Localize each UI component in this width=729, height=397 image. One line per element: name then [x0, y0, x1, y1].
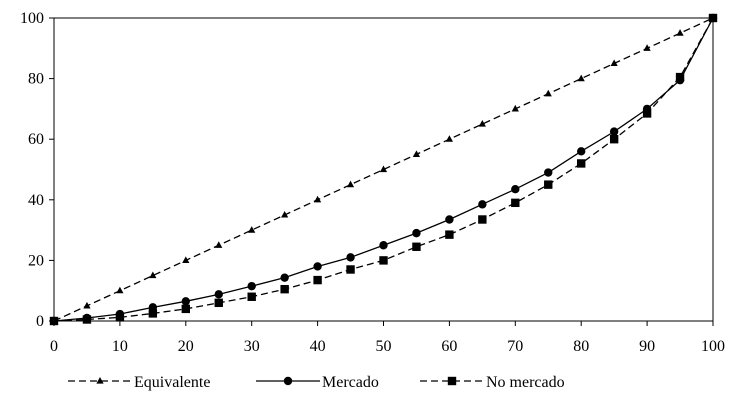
x-tick-label: 20 [178, 338, 194, 355]
x-tick-label: 90 [639, 338, 655, 355]
point-mercado [577, 147, 586, 156]
point-equivalente [149, 271, 157, 279]
point-mercado [511, 184, 520, 194]
point-equivalente [445, 135, 453, 142]
point-equivalente [478, 120, 486, 127]
point-mercado [214, 290, 223, 299]
point-no-mercado [181, 304, 190, 314]
point-no-mercado [708, 13, 718, 23]
point-no-mercado [511, 198, 520, 208]
point-no-mercado [577, 159, 586, 168]
point-no-mercado [609, 135, 619, 144]
y-tick-label: 0 [36, 313, 44, 330]
point-mercado [280, 273, 289, 282]
x-tick-label: 30 [244, 338, 260, 355]
point-no-mercado [214, 298, 223, 308]
legend-marker-mercado [283, 376, 293, 386]
y-tick-label: 80 [28, 71, 44, 88]
point-equivalente [116, 286, 124, 294]
y-tick-label: 40 [28, 192, 44, 209]
point-mercado [346, 253, 355, 262]
x-tick-label: 60 [441, 338, 457, 355]
x-tick-label: 10 [112, 338, 128, 355]
point-equivalente [83, 301, 91, 309]
point-no-mercado [445, 230, 454, 239]
x-tick-label: 50 [376, 338, 392, 355]
point-mercado [247, 281, 256, 291]
point-equivalente [676, 29, 684, 36]
point-equivalente [610, 59, 618, 67]
point-equivalente [314, 195, 322, 203]
point-equivalente [577, 74, 585, 82]
legend-label-mercado: Mercado [322, 374, 379, 391]
point-no-mercado [478, 215, 487, 224]
point-no-mercado [412, 242, 421, 251]
x-tick-label: 100 [701, 338, 725, 355]
point-equivalente [281, 210, 289, 218]
point-no-mercado [379, 256, 388, 265]
point-no-mercado [148, 309, 158, 318]
point-equivalente [215, 241, 223, 248]
y-tick-label: 20 [28, 252, 44, 269]
point-mercado [313, 262, 322, 271]
legend-marker-no-mercado [447, 376, 457, 386]
point-equivalente [643, 44, 651, 51]
point-equivalente [182, 256, 190, 263]
x-tick-label: 80 [573, 338, 589, 355]
point-no-mercado [642, 109, 652, 118]
point-no-mercado [49, 316, 59, 326]
point-mercado [478, 200, 487, 209]
point-equivalente [511, 104, 519, 112]
point-mercado [544, 168, 553, 177]
point-mercado [181, 297, 190, 306]
y-tick-label: 60 [28, 131, 44, 148]
point-no-mercado [247, 292, 256, 301]
point-no-mercado [544, 180, 553, 189]
point-no-mercado [82, 315, 92, 324]
point-no-mercado [313, 275, 322, 285]
point-no-mercado [280, 284, 289, 294]
point-equivalente [544, 89, 552, 97]
point-equivalente [412, 150, 421, 157]
x-tick-label: 0 [50, 338, 58, 355]
x-tick-label: 40 [310, 338, 326, 355]
point-no-mercado [115, 313, 125, 322]
legend-marker-equivalente [96, 377, 104, 384]
point-mercado [609, 127, 619, 136]
point-mercado [412, 228, 421, 238]
legend-label-equivalente: Equivalente [134, 374, 210, 391]
point-equivalente [248, 226, 256, 233]
y-tick-label: 100 [20, 10, 44, 27]
point-equivalente [346, 180, 355, 188]
point-mercado [445, 215, 454, 224]
point-no-mercado [675, 72, 685, 82]
point-equivalente [379, 165, 388, 173]
legend-label-no-mercado: No mercado [486, 374, 565, 391]
point-mercado [379, 241, 388, 250]
point-no-mercado [346, 265, 355, 274]
x-tick-label: 70 [507, 338, 523, 355]
